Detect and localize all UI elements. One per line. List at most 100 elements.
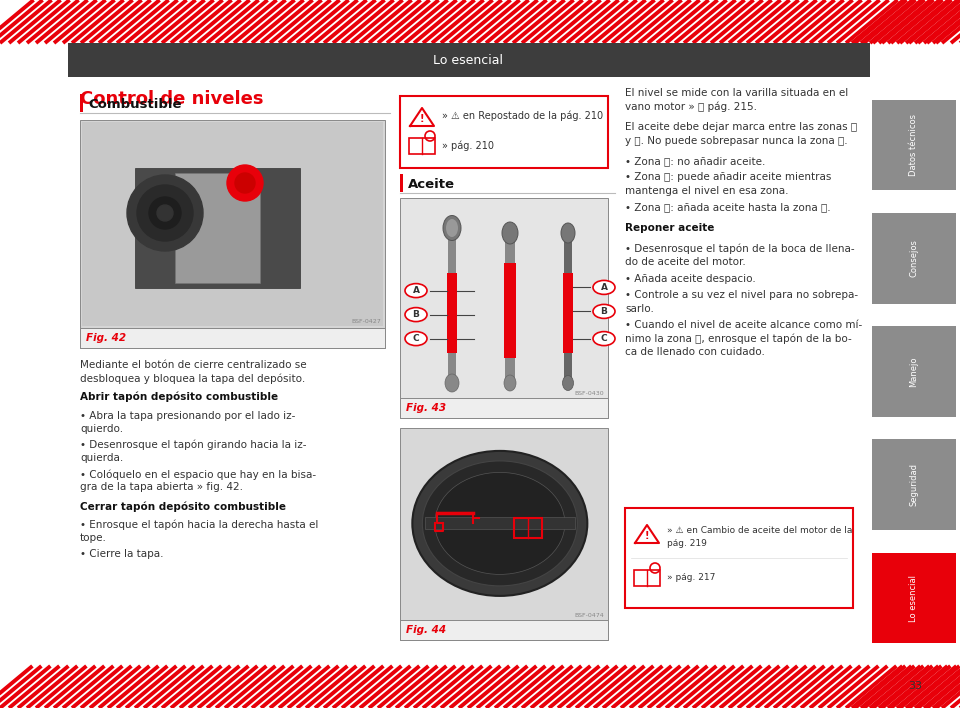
Text: Mediante el botón de cierre centralizado se: Mediante el botón de cierre centralizado… bbox=[80, 360, 306, 370]
Text: • Zona Ⓐ: no añadir aceite.: • Zona Ⓐ: no añadir aceite. bbox=[625, 156, 765, 166]
Bar bbox=[175, 173, 260, 283]
Bar bbox=[514, 518, 541, 538]
Text: desbloquea y bloquea la tapa del depósito.: desbloquea y bloquea la tapa del depósit… bbox=[80, 373, 305, 384]
Ellipse shape bbox=[593, 331, 615, 346]
Circle shape bbox=[137, 185, 193, 241]
Circle shape bbox=[227, 165, 263, 201]
Bar bbox=[82, 122, 383, 326]
Text: vano motor » 📷 pág. 215.: vano motor » 📷 pág. 215. bbox=[625, 101, 757, 112]
Bar bbox=[870, 43, 960, 666]
Text: BSF-0430: BSF-0430 bbox=[574, 391, 604, 396]
Text: BSF-0474: BSF-0474 bbox=[574, 613, 604, 618]
Text: !: ! bbox=[645, 531, 649, 541]
Bar bbox=[80, 328, 385, 348]
Text: Cerrar tapón depósito combustible: Cerrar tapón depósito combustible bbox=[80, 501, 286, 511]
Bar bbox=[400, 620, 608, 640]
Text: • Colóquelo en el espacio que hay en la bisa-: • Colóquelo en el espacio que hay en la … bbox=[80, 469, 316, 479]
Ellipse shape bbox=[446, 219, 458, 237]
Text: C: C bbox=[601, 334, 608, 343]
Text: • Cierre la tapa.: • Cierre la tapa. bbox=[80, 549, 163, 559]
Text: El aceite debe dejar marca entre las zonas Ⓐ: El aceite debe dejar marca entre las zon… bbox=[625, 122, 857, 132]
Polygon shape bbox=[635, 525, 659, 543]
Text: • Añada aceite despacio.: • Añada aceite despacio. bbox=[625, 273, 756, 283]
Text: • Desenrosque el tapón de la boca de llena-: • Desenrosque el tapón de la boca de lle… bbox=[625, 244, 854, 254]
Text: Manejo: Manejo bbox=[909, 356, 919, 387]
Ellipse shape bbox=[502, 222, 518, 244]
Text: quierdo.: quierdo. bbox=[80, 424, 123, 434]
Bar bbox=[400, 398, 608, 418]
Bar bbox=[0, 666, 870, 708]
Text: A: A bbox=[413, 286, 420, 295]
Ellipse shape bbox=[405, 307, 427, 321]
Bar bbox=[135, 168, 300, 288]
Bar bbox=[447, 273, 457, 353]
Text: » ⚠ en Repostado de la pág. 210: » ⚠ en Repostado de la pág. 210 bbox=[442, 110, 603, 121]
Bar bbox=[872, 100, 956, 190]
Text: Datos técnicos: Datos técnicos bbox=[909, 114, 919, 176]
Text: A: A bbox=[601, 283, 608, 292]
Bar bbox=[400, 198, 608, 418]
Text: Lo esencial: Lo esencial bbox=[909, 574, 919, 622]
Bar bbox=[872, 213, 956, 304]
Text: do de aceite del motor.: do de aceite del motor. bbox=[625, 257, 746, 267]
Text: BSF-0427: BSF-0427 bbox=[351, 319, 381, 324]
Bar bbox=[400, 174, 403, 192]
Text: Lo esencial: Lo esencial bbox=[433, 54, 503, 67]
Text: Control de niveles: Control de niveles bbox=[80, 90, 263, 108]
Ellipse shape bbox=[435, 472, 564, 574]
Bar bbox=[448, 223, 456, 388]
Bar bbox=[400, 96, 608, 168]
Bar bbox=[870, 666, 960, 708]
Text: • Zona Ⓑ: puede añadir aceite mientras: • Zona Ⓑ: puede añadir aceite mientras bbox=[625, 173, 831, 183]
Bar bbox=[0, 0, 870, 43]
Text: quierda.: quierda. bbox=[80, 453, 123, 463]
Text: B: B bbox=[601, 307, 608, 316]
Ellipse shape bbox=[413, 451, 588, 596]
Text: Seguridad: Seguridad bbox=[909, 463, 919, 506]
Ellipse shape bbox=[405, 284, 427, 297]
Text: Aceite: Aceite bbox=[408, 178, 455, 191]
Text: » pág. 210: » pág. 210 bbox=[442, 141, 494, 152]
Circle shape bbox=[157, 205, 173, 221]
Ellipse shape bbox=[445, 374, 459, 392]
Circle shape bbox=[127, 175, 203, 251]
Bar bbox=[505, 228, 515, 388]
Ellipse shape bbox=[593, 280, 615, 295]
Circle shape bbox=[149, 197, 181, 229]
Bar bbox=[80, 94, 83, 112]
Ellipse shape bbox=[593, 304, 615, 319]
Ellipse shape bbox=[504, 375, 516, 391]
Text: • Controle a su vez el nivel para no sobrepa-: • Controle a su vez el nivel para no sob… bbox=[625, 290, 858, 300]
Text: Fig. 42: Fig. 42 bbox=[86, 333, 126, 343]
Text: gra de la tapa abierta » fig. 42.: gra de la tapa abierta » fig. 42. bbox=[80, 482, 243, 492]
Text: Combustible: Combustible bbox=[88, 98, 181, 111]
Bar bbox=[872, 326, 956, 417]
Text: ca de llenado con cuidado.: ca de llenado con cuidado. bbox=[625, 347, 765, 357]
Text: » pág. 217: » pág. 217 bbox=[667, 573, 715, 583]
Bar bbox=[409, 138, 435, 154]
Text: B: B bbox=[413, 310, 420, 319]
Text: • Enrosque el tapón hacia la derecha hasta el: • Enrosque el tapón hacia la derecha has… bbox=[80, 520, 319, 530]
Circle shape bbox=[235, 173, 255, 193]
Bar bbox=[872, 553, 956, 644]
Text: • Cuando el nivel de aceite alcance como mí-: • Cuando el nivel de aceite alcance como… bbox=[625, 320, 862, 330]
Text: • Desenrosque el tapón girando hacia la iz-: • Desenrosque el tapón girando hacia la … bbox=[80, 440, 306, 450]
Text: Abrir tapón depósito combustible: Abrir tapón depósito combustible bbox=[80, 392, 278, 403]
Bar bbox=[80, 120, 385, 348]
Bar bbox=[504, 263, 516, 358]
Text: sarlo.: sarlo. bbox=[625, 304, 654, 314]
Bar bbox=[68, 43, 870, 77]
Text: Reponer aceite: Reponer aceite bbox=[625, 223, 714, 233]
Text: pág. 219: pág. 219 bbox=[667, 539, 707, 549]
Bar bbox=[872, 440, 956, 530]
Polygon shape bbox=[410, 108, 434, 126]
Text: nimo la zona Ⓑ, enrosque el tapón de la bo-: nimo la zona Ⓑ, enrosque el tapón de la … bbox=[625, 333, 852, 344]
Text: !: ! bbox=[420, 114, 424, 124]
Text: Consejos: Consejos bbox=[909, 239, 919, 277]
Ellipse shape bbox=[443, 215, 461, 241]
Text: y Ⓒ. No puede sobrepasar nunca la zona Ⓐ.: y Ⓒ. No puede sobrepasar nunca la zona Ⓐ… bbox=[625, 135, 848, 146]
Text: Fig. 44: Fig. 44 bbox=[406, 625, 446, 635]
Bar bbox=[625, 508, 853, 608]
Text: » ⚠ en Cambio de aceite del motor de la: » ⚠ en Cambio de aceite del motor de la bbox=[667, 525, 852, 535]
Text: 33: 33 bbox=[908, 681, 922, 691]
